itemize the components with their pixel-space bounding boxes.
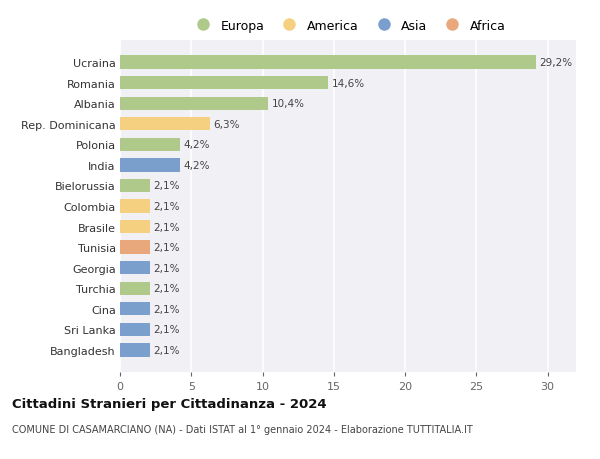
Text: 2,1%: 2,1% bbox=[154, 222, 180, 232]
Bar bbox=[120, 56, 536, 70]
Bar bbox=[120, 262, 150, 275]
Text: 29,2%: 29,2% bbox=[539, 58, 573, 68]
Text: 2,1%: 2,1% bbox=[154, 325, 180, 335]
Text: 2,1%: 2,1% bbox=[154, 345, 180, 355]
Text: 10,4%: 10,4% bbox=[272, 99, 305, 109]
Text: 4,2%: 4,2% bbox=[184, 161, 210, 171]
Text: 2,1%: 2,1% bbox=[154, 202, 180, 212]
Bar bbox=[120, 118, 210, 131]
Bar bbox=[120, 77, 328, 90]
Text: 4,2%: 4,2% bbox=[184, 140, 210, 150]
Text: 2,1%: 2,1% bbox=[154, 242, 180, 252]
Bar bbox=[120, 282, 150, 295]
Bar bbox=[120, 343, 150, 357]
Text: Cittadini Stranieri per Cittadinanza - 2024: Cittadini Stranieri per Cittadinanza - 2… bbox=[12, 397, 326, 410]
Bar bbox=[120, 138, 180, 151]
Text: 6,3%: 6,3% bbox=[214, 119, 240, 129]
Text: 14,6%: 14,6% bbox=[332, 78, 365, 89]
Bar bbox=[120, 179, 150, 193]
Bar bbox=[120, 97, 268, 111]
Text: 2,1%: 2,1% bbox=[154, 181, 180, 191]
Text: 2,1%: 2,1% bbox=[154, 304, 180, 314]
Text: 2,1%: 2,1% bbox=[154, 284, 180, 294]
Bar bbox=[120, 200, 150, 213]
Text: COMUNE DI CASAMARCIANO (NA) - Dati ISTAT al 1° gennaio 2024 - Elaborazione TUTTI: COMUNE DI CASAMARCIANO (NA) - Dati ISTAT… bbox=[12, 425, 473, 435]
Legend: Europa, America, Asia, Africa: Europa, America, Asia, Africa bbox=[185, 15, 511, 38]
Bar bbox=[120, 159, 180, 172]
Bar bbox=[120, 220, 150, 234]
Text: 2,1%: 2,1% bbox=[154, 263, 180, 273]
Bar bbox=[120, 302, 150, 316]
Bar bbox=[120, 241, 150, 254]
Bar bbox=[120, 323, 150, 336]
